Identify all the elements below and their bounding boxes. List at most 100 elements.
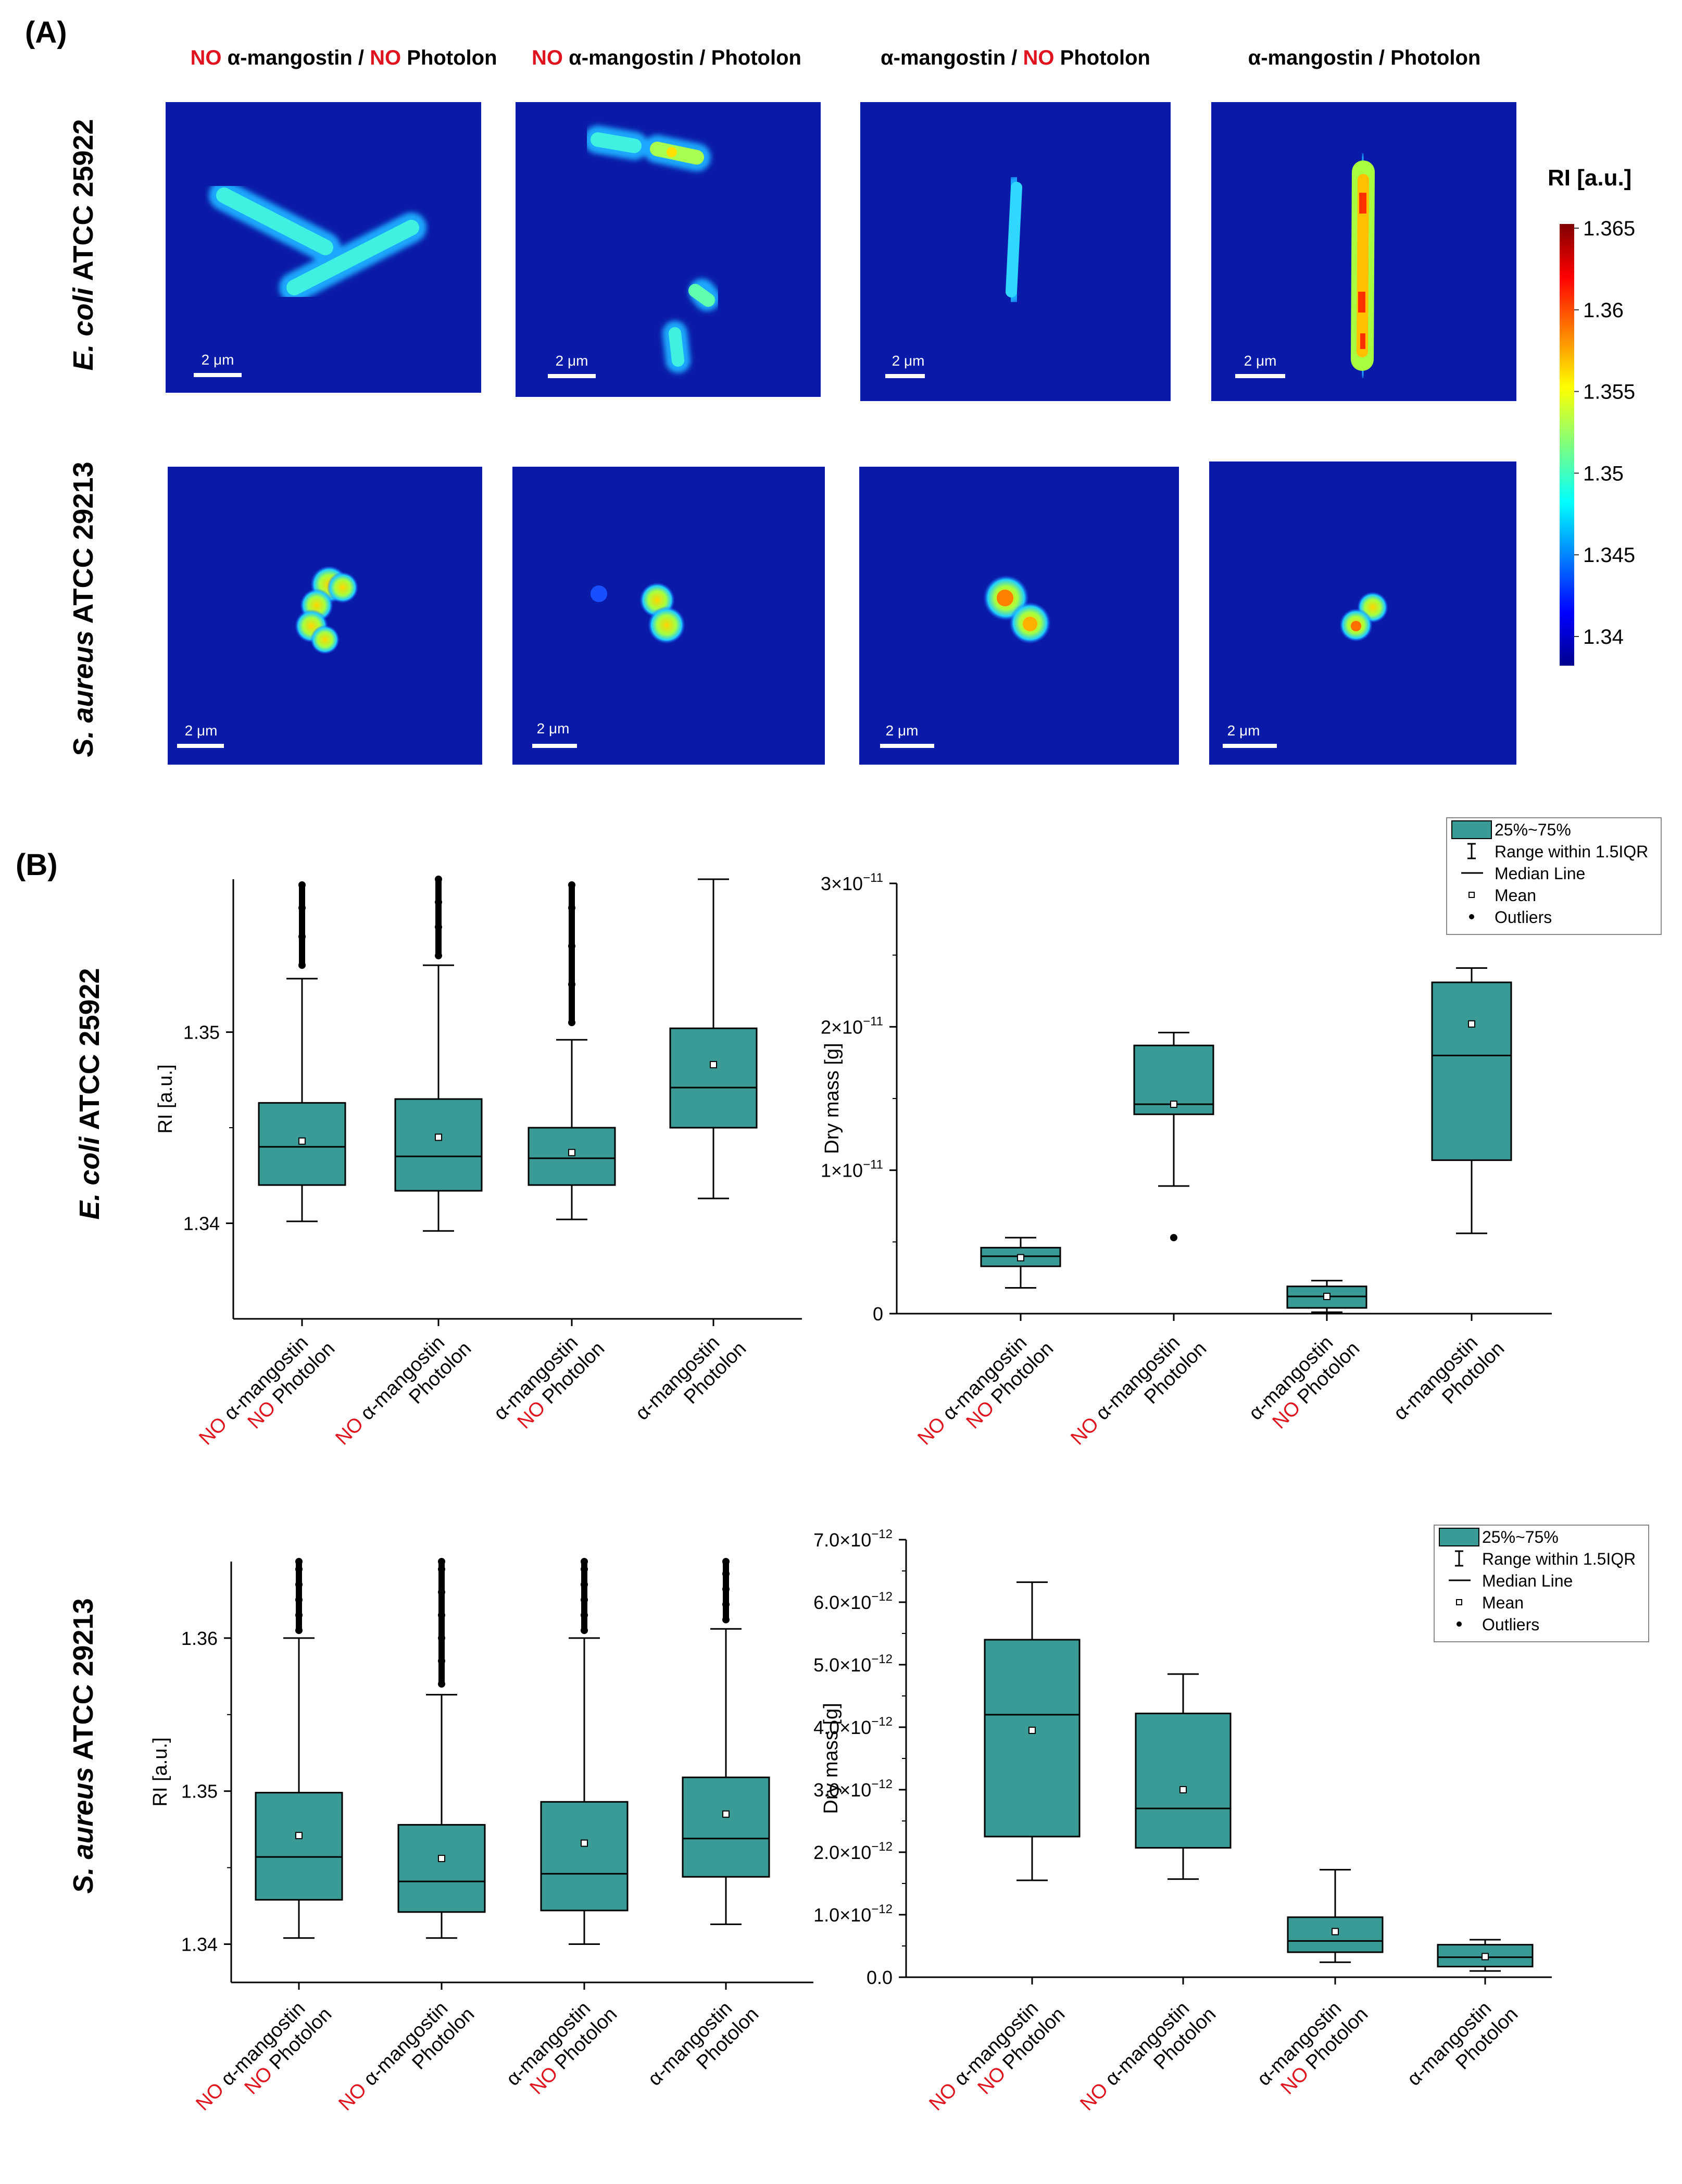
micrograph-saureus-2 [512, 467, 825, 765]
header-segment: NO [1023, 46, 1060, 69]
mean-marker [438, 1855, 445, 1863]
scale-bar: 2 μm [1235, 353, 1285, 378]
y-tick-exponent: −12 [871, 1590, 893, 1604]
scale-bar: 2 μm [880, 722, 934, 748]
x-category-label: NO α-mangostinPhotolon [334, 1987, 479, 2131]
box-3 [1286, 1280, 1367, 1321]
box-2 [394, 876, 483, 1326]
y-tick-label: 4.0×10−12 [813, 1715, 893, 1738]
box-3 [1287, 1869, 1384, 1985]
legend-ecoli: 25%~75% Range within 1.5IQR Median Line Mea… [1446, 817, 1662, 935]
legend-item: Mean [1456, 1593, 1524, 1612]
box-4 [1431, 967, 1512, 1321]
strain-name: ATCC 25922 [74, 968, 105, 1137]
scale-bar-label: 2 μm [1244, 353, 1277, 369]
y-tick-mantissa: 2.0×10 [813, 1842, 871, 1863]
y-tick-exponent: −12 [871, 1777, 893, 1791]
y-axis-label: RI [a.u.] [149, 1737, 171, 1806]
outlier-point [581, 1611, 588, 1619]
scale-bar: 2 μm [1223, 722, 1277, 748]
x-category-label: α-mangostinPhotolon [644, 1987, 763, 2106]
legend-mean-icon [1456, 1599, 1462, 1605]
y-tick-label: 2.0×10−12 [813, 1840, 893, 1863]
outlier-point [438, 1680, 445, 1688]
legend-saureus: 25%~75% Range within 1.5IQR Median Line Mea… [1434, 1525, 1649, 1642]
outlier-point [581, 1581, 588, 1589]
x-category-label: α-mangostinNO Photolon [502, 1987, 621, 2106]
y-tick-label: 2×10−11 [821, 1014, 883, 1038]
y-tick-label: 1×10−11 [821, 1158, 883, 1181]
box-1 [258, 881, 346, 1326]
y-tick-mantissa: 1.0×10 [813, 1904, 871, 1926]
x-category-label: NO α-mangostinPhotolon [1076, 1987, 1220, 2131]
y-tick-label: 1.0×10−12 [813, 1902, 893, 1926]
colorbar-gradient [1560, 224, 1574, 666]
mean-marker [1332, 1928, 1339, 1936]
header-segment: α-mangostin / Photolon [569, 46, 801, 69]
header-segment: Photolon [1060, 46, 1150, 69]
legend-item: Mean [1468, 886, 1536, 905]
mean-marker [1323, 1292, 1330, 1300]
scale-bar-label: 2 μm [185, 722, 218, 739]
iqr-box [682, 1776, 770, 1878]
row-label-saureus-a: S. aureus ATCC 29213 [68, 461, 99, 757]
outlier-point [295, 1596, 303, 1604]
iqr-box [984, 1639, 1081, 1838]
outlier-point [568, 980, 575, 988]
box-3 [528, 881, 616, 1326]
outlier-point [581, 1565, 588, 1573]
species-name: E. coli [68, 288, 99, 371]
y-tick-label: 5.0×10−12 [813, 1652, 893, 1676]
header-segment: α-mangostin / [881, 46, 1023, 69]
panel-label-a: (A) [25, 16, 67, 49]
micrograph-ecoli-1 [166, 102, 481, 393]
outlier-cluster [569, 885, 575, 1023]
header-segment: α-mangostin / Photolon [1248, 46, 1481, 69]
colorbar-tick-label: 1.35 [1583, 462, 1624, 485]
y-tick-exponent: −12 [871, 1902, 893, 1916]
header-segment: NO [370, 46, 407, 69]
strain-name: ATCC 29213 [68, 1598, 99, 1767]
scale-bar-label: 2 μm [537, 720, 570, 737]
species-name: E. coli [74, 1137, 105, 1220]
legend-mean-icon [1468, 892, 1475, 898]
outlier-point [581, 1558, 588, 1565]
iqr-box [1135, 1713, 1232, 1849]
colorbar-tick-label: 1.34 [1583, 626, 1624, 648]
y-tick-mantissa: 6.0×10 [813, 1592, 871, 1613]
y-tick-label: 1.34 [181, 1934, 218, 1955]
outlier-point [722, 1585, 730, 1593]
iqr-box [528, 1127, 616, 1186]
outlier-cluster [435, 879, 442, 956]
panel-label-b: (B) [16, 848, 58, 882]
row-label-ecoli-b: E. coli ATCC 25922 [74, 968, 105, 1219]
species-name: S. aureus [68, 1767, 99, 1894]
outlier-cluster [438, 1562, 445, 1684]
y-tick-label: 3.0×10−12 [813, 1777, 893, 1801]
mean-marker [568, 1149, 575, 1156]
outlier-point [435, 923, 442, 931]
mean-marker [298, 1137, 306, 1145]
legend-box-swatch [1451, 820, 1492, 839]
outlier-point [295, 1558, 303, 1565]
outlier-point [435, 876, 442, 883]
y-tick-exponent: −11 [863, 1158, 883, 1172]
scale-bar-label: 2 μm [892, 353, 925, 369]
outlier-point [438, 1634, 445, 1642]
y-tick-label: 7.0×10−12 [813, 1527, 893, 1551]
legend-item: Outliers [1469, 908, 1552, 927]
y-tick-mantissa: 4.0×10 [813, 1717, 871, 1738]
iqr-box [394, 1098, 483, 1192]
legend-label: Mean [1495, 886, 1536, 905]
y-axis-label: Dry mass [g] [820, 1703, 842, 1814]
x-category-label: NO α-mangostinPhotolon [1066, 1321, 1211, 1466]
outlier-point [298, 962, 306, 969]
legend-outlier-icon [1457, 1621, 1462, 1627]
colorbar-title: RI [a.u.] [1548, 165, 1631, 191]
legend-item: Range within 1.5IQR [1467, 842, 1648, 861]
x-category-label: NO α-mangostinPhotolon [331, 1321, 475, 1466]
micrograph-saureus-3 [859, 467, 1179, 765]
y-tick-label: 1.35 [183, 1022, 220, 1043]
